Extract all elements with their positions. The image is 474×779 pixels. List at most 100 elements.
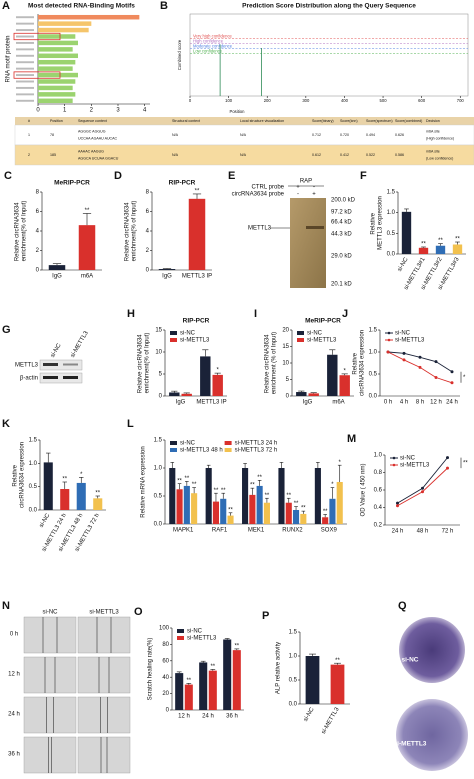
table-cell: N/A (240, 153, 247, 157)
legend-swatch (224, 441, 232, 445)
point (418, 355, 422, 359)
significance-label: ** (85, 208, 90, 214)
bar (43, 462, 53, 510)
bar (300, 513, 307, 524)
significance-label: ** (301, 506, 306, 512)
x-tick-label: MAPK1 (173, 528, 194, 534)
table-header: Score(knn) (340, 119, 358, 123)
y-tick-label: 0.5 (154, 494, 163, 500)
x-tick-label: si-METTL3 (321, 706, 341, 735)
point (434, 360, 438, 364)
panel-label: N (2, 600, 10, 612)
y-tick-label: 10 (282, 361, 289, 367)
bar (181, 393, 192, 396)
bar (38, 85, 73, 91)
label-placeholder (16, 74, 34, 77)
x-tick-label: 0 (36, 108, 40, 114)
bar (322, 517, 329, 524)
panel-label: E (228, 170, 235, 182)
legend-label: si-METTL3 (400, 463, 430, 469)
legend-swatch (170, 331, 177, 335)
bar (418, 247, 429, 254)
x-tick-label: 72 h (442, 529, 454, 535)
blot-band (63, 376, 78, 379)
table-header-bg (15, 117, 474, 125)
y-tick-label: 4 (36, 229, 40, 235)
probe-sign: + (312, 192, 316, 198)
y-tick-label: 1.0 (387, 210, 396, 216)
significance-label: * (344, 368, 347, 374)
y-tick-label: 10 (155, 350, 162, 356)
table-header: Score(combined) (395, 119, 422, 123)
bar (38, 79, 76, 84)
x-tick-label: 24 h (392, 529, 404, 535)
blot-row (39, 359, 83, 371)
x-tick-label: 2 (90, 108, 94, 114)
row-label: METTL3 (15, 363, 39, 369)
bar (205, 468, 212, 524)
y-tick-label: 1.5 (29, 438, 38, 444)
probe-sign: + (296, 185, 300, 191)
bar (401, 211, 412, 254)
point (446, 456, 449, 460)
bar (212, 374, 223, 396)
micrograph (23, 696, 77, 734)
bar (38, 40, 78, 46)
label-placeholder (16, 67, 34, 70)
x-tick-label: METTL3 IP (182, 274, 212, 280)
point (421, 486, 424, 490)
significance-label: ** (265, 493, 270, 499)
y-axis-label: Relative circRNA3634 enrichment(% of Inp… (14, 201, 27, 262)
bar (38, 27, 89, 33)
chart-title: Prediction Score Distribution along the … (242, 3, 416, 10)
significance-label: ** (228, 507, 233, 513)
y-tick-label: 6 (36, 209, 40, 215)
significance-label: ** (335, 658, 340, 664)
panel-label: F (360, 170, 367, 182)
y-tick-label: 1.0 (29, 461, 38, 467)
y-tick-label: 80 (162, 642, 169, 648)
table-header: Position (50, 119, 63, 123)
panel-label: P (262, 610, 269, 622)
bar (175, 673, 184, 710)
panel-label: B (160, 0, 168, 12)
y-tick-label: 2 (36, 248, 40, 254)
y-tick-label: 0.5 (289, 678, 298, 684)
chart-title: RIP-PCR (169, 180, 196, 187)
y-tick-label: 0.5 (29, 484, 38, 490)
point (402, 358, 406, 362)
x-tick-label: 0 h (384, 400, 392, 406)
bar (278, 468, 285, 524)
y-tick-label: 15 (282, 344, 289, 350)
stain-well (399, 617, 465, 683)
table-header: Decision (426, 119, 440, 123)
significance-label: ** (286, 493, 291, 499)
bar (38, 66, 73, 71)
table-header: Structural context (172, 119, 200, 123)
x-tick-label: 12 h (430, 400, 442, 406)
probe-sign: - (297, 192, 299, 198)
legend-swatch (177, 636, 184, 640)
x-tick-label: IgG (303, 400, 313, 406)
y-tick-label: 0 (159, 394, 163, 400)
bar (256, 485, 263, 524)
y-tick-label: 0.4 (374, 505, 383, 511)
y-tick-label: 0.0 (387, 252, 396, 258)
label-placeholder (16, 48, 34, 51)
micrograph (77, 616, 131, 654)
y-tick-label: 20 (282, 328, 289, 334)
label-placeholder (16, 54, 34, 57)
bar (38, 34, 76, 39)
row-label: 36 h (8, 752, 20, 758)
table-cell: AGGGC AGGUG UCCAA AGAAU AUCAC (78, 129, 118, 140)
y-axis-label: OD Value ( 450 nm) (361, 464, 367, 517)
bar (339, 375, 350, 396)
bar (78, 225, 96, 270)
bar (93, 498, 103, 510)
gel-image (290, 198, 326, 288)
panel-label: O (134, 606, 143, 618)
bar (330, 664, 345, 704)
y-tick-label: 6 (146, 209, 150, 215)
legend-swatch (387, 338, 391, 342)
